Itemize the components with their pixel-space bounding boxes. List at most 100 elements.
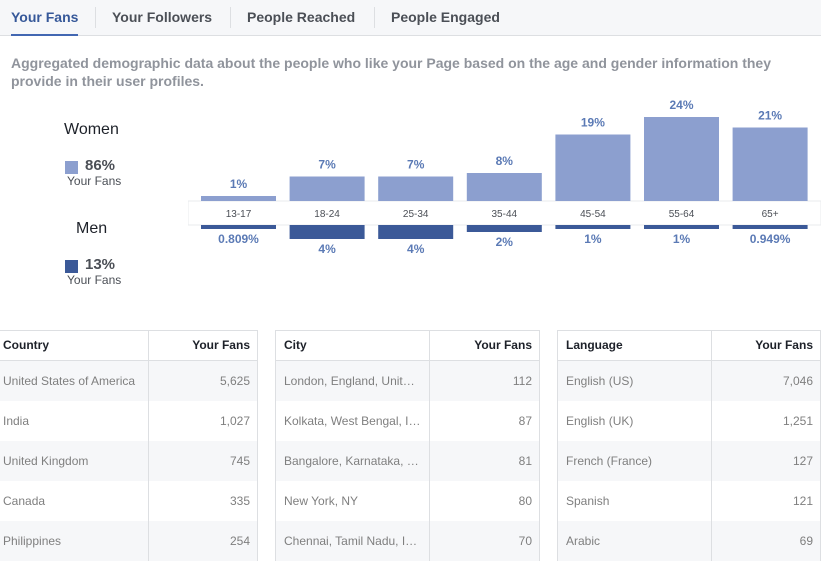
your-fans-cell: 7,046 bbox=[782, 374, 813, 388]
table-row: Bangalore, Karnataka, … 81 bbox=[275, 441, 540, 481]
your-fans-cell: 5,625 bbox=[219, 374, 250, 388]
language-cell: English (US) bbox=[566, 374, 634, 388]
tab-divider bbox=[95, 7, 96, 28]
city-cell: Bangalore, Karnataka, … bbox=[284, 454, 419, 468]
legend-men-sublabel: Your Fans bbox=[67, 273, 122, 287]
country-column-header[interactable]: Country bbox=[3, 338, 49, 352]
women-bar-label: 21% bbox=[758, 109, 782, 123]
table-row: United States of America 5,625 bbox=[0, 361, 258, 401]
your-fans-column-header[interactable]: Your Fans bbox=[474, 338, 532, 352]
men-bar-label: 4% bbox=[407, 242, 425, 256]
tab-people-reached[interactable]: People Reached bbox=[247, 9, 356, 25]
tab-your-fans[interactable]: Your Fans bbox=[11, 0, 79, 36]
your-fans-cell: 254 bbox=[229, 534, 250, 548]
column-divider bbox=[148, 331, 149, 561]
country-table-header: Country Your Fans bbox=[0, 331, 258, 361]
legend-women-swatch bbox=[65, 161, 78, 174]
your-fans-cell: 81 bbox=[518, 454, 532, 468]
men-bar bbox=[644, 225, 719, 229]
language-cell: English (UK) bbox=[566, 414, 634, 428]
table-row: New York, NY 80 bbox=[275, 481, 540, 521]
legend-women-label: Women bbox=[64, 121, 119, 138]
women-bar bbox=[378, 176, 454, 201]
table-row: Philippines 254 bbox=[0, 521, 258, 561]
legend-women-sublabel: Your Fans bbox=[67, 174, 122, 188]
men-bar-label: 0.809% bbox=[218, 232, 259, 246]
country-cell: Philippines bbox=[3, 534, 62, 548]
men-bar-label: 4% bbox=[318, 242, 336, 256]
age-tick-label: 18-24 bbox=[314, 209, 340, 220]
city-table-header: City Your Fans bbox=[275, 331, 540, 361]
table-border bbox=[557, 331, 558, 561]
your-fans-cell: 121 bbox=[792, 494, 813, 508]
city-column-header[interactable]: City bbox=[284, 338, 307, 352]
men-bar bbox=[378, 225, 454, 239]
your-fans-cell: 127 bbox=[792, 454, 813, 468]
women-bar bbox=[201, 196, 276, 201]
country-cell: United States of America bbox=[3, 374, 136, 388]
your-fans-cell: 70 bbox=[518, 534, 532, 548]
table-row: Chennai, Tamil Nadu, I… 70 bbox=[275, 521, 540, 561]
women-bar-label: 8% bbox=[496, 154, 514, 168]
your-fans-cell: 80 bbox=[518, 494, 532, 508]
men-bar-label: 1% bbox=[584, 232, 602, 246]
table-row: French (France) 127 bbox=[557, 441, 821, 481]
men-bar-label: 1% bbox=[673, 232, 691, 246]
legend-men-label: Men bbox=[76, 220, 108, 237]
age-gender-chart: 1% 13-17 0.809% 7% 18-24 4% 7% 25-34 4% 8% 35-44 2%… bbox=[188, 98, 821, 256]
women-bar bbox=[555, 134, 631, 201]
table-row: Kolkata, West Bengal, I… 87 bbox=[275, 401, 540, 441]
tab-people-engaged[interactable]: People Engaged bbox=[391, 9, 500, 25]
column-divider bbox=[711, 331, 712, 561]
country-table: Country Your Fans United States of America… bbox=[0, 330, 258, 561]
column-divider bbox=[429, 331, 430, 561]
language-column-header[interactable]: Language bbox=[566, 338, 623, 352]
tab-your-followers[interactable]: Your Followers bbox=[112, 9, 213, 25]
your-fans-cell: 745 bbox=[229, 454, 250, 468]
table-row: Spanish 121 bbox=[557, 481, 821, 521]
legend-women-percent: 86% bbox=[85, 157, 116, 174]
women-bar bbox=[732, 127, 808, 201]
women-bar-label: 1% bbox=[230, 177, 248, 191]
your-fans-cell: 1,251 bbox=[782, 414, 813, 428]
language-table: Language Your Fans English (US) 7,046 Englis… bbox=[557, 330, 821, 561]
tab-divider bbox=[374, 7, 375, 28]
country-cell: United Kingdom bbox=[3, 454, 89, 468]
table-row: India 1,027 bbox=[0, 401, 258, 441]
language-table-header: Language Your Fans bbox=[557, 331, 821, 361]
women-bar-label: 7% bbox=[407, 158, 425, 172]
age-tick-label: 13-17 bbox=[226, 209, 252, 220]
table-row: English (UK) 1,251 bbox=[557, 401, 821, 441]
women-bar-label: 24% bbox=[669, 98, 693, 112]
city-table: City Your Fans London, England, Unit… 112 Ko… bbox=[275, 330, 540, 561]
table-row: United Kingdom 745 bbox=[0, 441, 258, 481]
men-bar bbox=[732, 225, 808, 229]
language-cell: Arabic bbox=[566, 534, 601, 548]
table-border bbox=[539, 331, 540, 561]
tab-bar: Your Fans Your Followers People Reached … bbox=[0, 0, 821, 36]
age-tick-label: 25-34 bbox=[403, 209, 429, 220]
legend-men-percent: 13% bbox=[85, 256, 116, 273]
table-border bbox=[275, 331, 276, 561]
age-tick-label: 45-54 bbox=[580, 209, 606, 220]
language-cell: Spanish bbox=[566, 494, 610, 508]
city-cell: Chennai, Tamil Nadu, I… bbox=[284, 534, 418, 548]
city-cell: New York, NY bbox=[284, 494, 359, 508]
demographics-description: Aggregated demographic data about the pe… bbox=[11, 55, 771, 89]
city-cell: Kolkata, West Bengal, I… bbox=[284, 414, 421, 428]
age-tick-label: 55-64 bbox=[669, 209, 695, 220]
women-bar bbox=[289, 176, 365, 201]
your-fans-column-header[interactable]: Your Fans bbox=[192, 338, 250, 352]
city-cell: London, England, Unit… bbox=[284, 374, 415, 388]
table-row: Canada 335 bbox=[0, 481, 258, 521]
your-fans-column-header[interactable]: Your Fans bbox=[755, 338, 813, 352]
women-bar bbox=[644, 117, 719, 201]
men-bar bbox=[555, 225, 631, 229]
legend-men-swatch bbox=[65, 260, 78, 273]
table-row: Arabic 69 bbox=[557, 521, 821, 561]
table-row: English (US) 7,046 bbox=[557, 361, 821, 401]
your-fans-cell: 69 bbox=[799, 534, 813, 548]
your-fans-cell: 112 bbox=[512, 374, 532, 388]
men-bar-label: 2% bbox=[496, 235, 514, 249]
age-tick-label: 35-44 bbox=[492, 209, 518, 220]
